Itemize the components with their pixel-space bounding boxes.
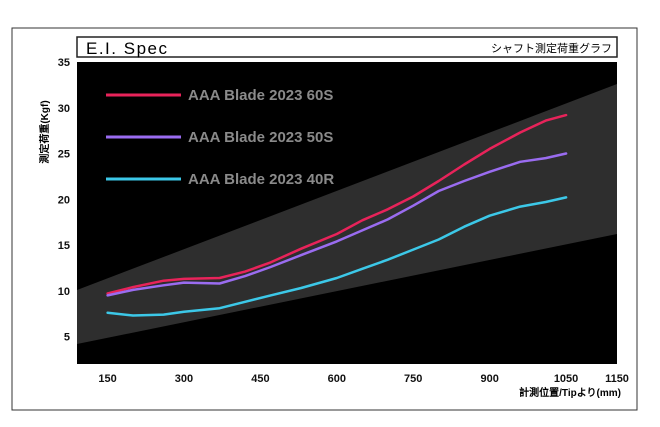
outer-frame — [11, 27, 638, 411]
x-tick-label: 1050 — [554, 373, 578, 385]
legend: AAA Blade 2023 60S AAA Blade 2023 50S AAA … — [106, 87, 334, 188]
legend-label-2: AAA Blade 2023 50S — [188, 129, 333, 146]
y-tick-label: 20 — [58, 194, 70, 206]
x-tick-labels: 150 300 450 600 750 900 1050 1150 — [98, 373, 629, 385]
legend-label-1: AAA Blade 2023 60S — [188, 87, 333, 104]
title-bar — [76, 36, 618, 58]
x-tick-label: 750 — [404, 373, 422, 385]
series-line-1 — [106, 113, 568, 295]
x-tick-label: 1150 — [605, 373, 629, 385]
chart-title: E.I. Spec — [86, 39, 168, 58]
y-tick-label: 5 — [64, 332, 70, 344]
y-tick-label: 35 — [58, 57, 70, 69]
x-axis-title: 計測位置/Tipより(mm) — [519, 386, 621, 399]
y-tick-label: 25 — [58, 149, 70, 161]
chart-subtitle: シャフト測定荷重グラフ — [491, 41, 612, 55]
legend-label-3: AAA Blade 2023 40R — [188, 171, 334, 188]
x-tick-label: 150 — [98, 373, 116, 385]
x-tick-label: 900 — [480, 373, 498, 385]
series-line-3 — [106, 196, 568, 317]
x-tick-label: 300 — [175, 373, 193, 385]
y-tick-label: 15 — [58, 240, 70, 252]
y-tick-label: 30 — [58, 103, 70, 115]
y-tick-label: 10 — [58, 286, 70, 298]
y-axis-title: 測定荷重(Kgf) — [38, 100, 51, 163]
x-tick-label: 600 — [328, 373, 346, 385]
series-layer — [106, 113, 568, 317]
x-tick-label: 450 — [251, 373, 269, 385]
series-line-2 — [106, 152, 568, 297]
y-tick-labels: 5 10 15 20 25 30 35 — [58, 57, 70, 344]
